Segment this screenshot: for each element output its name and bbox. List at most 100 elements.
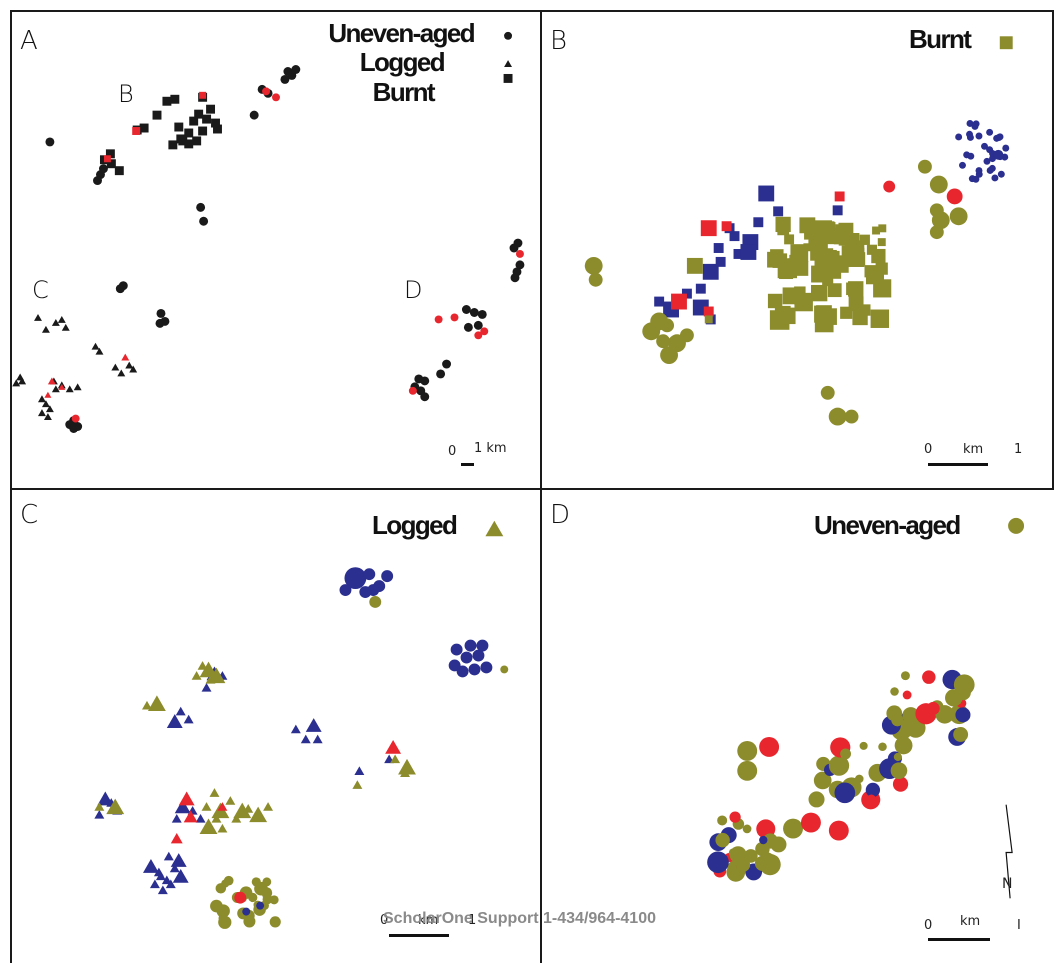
- site-circle-marker: [859, 741, 868, 750]
- scale-bar-d: [928, 938, 990, 941]
- site-circle-marker: [715, 832, 730, 848]
- site-square-marker: [721, 221, 732, 232]
- site-triangle-marker: [38, 409, 46, 417]
- site-square-marker: [872, 226, 881, 235]
- site-square-marker: [805, 226, 814, 235]
- site-triangle-marker: [390, 754, 401, 764]
- site-triangle-marker: [43, 413, 52, 421]
- site-circle-marker: [262, 87, 271, 96]
- site-circle-marker: [894, 736, 913, 755]
- site-circle-marker: [820, 385, 835, 400]
- site-circle-marker: [473, 320, 483, 330]
- site-triangle-marker: [172, 868, 189, 883]
- site-square-marker: [654, 296, 665, 307]
- legend-logged-label: Logged: [359, 47, 446, 77]
- site-circle-marker: [461, 305, 471, 314]
- site-circle-marker: [291, 65, 301, 74]
- site-circle-marker: [729, 811, 741, 823]
- site-square-marker: [753, 217, 764, 228]
- panel-a-overview-map: A Uneven-aged Logged Burnt B C D 0 1 km: [10, 10, 542, 490]
- site-circle-marker: [1002, 144, 1010, 152]
- site-circle-marker: [249, 110, 259, 120]
- site-triangle-marker: [73, 383, 82, 391]
- site-circle-marker: [902, 690, 912, 700]
- site-circle-marker: [707, 851, 729, 874]
- site-circle-marker: [642, 322, 661, 341]
- site-circle-marker: [991, 174, 999, 182]
- site-square-marker: [779, 264, 794, 280]
- site-circle-marker: [959, 161, 966, 169]
- legend-logged-title: Logged: [372, 510, 458, 540]
- site-triangle-marker: [175, 706, 186, 716]
- site-circle-marker: [783, 818, 803, 839]
- legend-uneven-aged-label: Uneven-aged: [328, 18, 475, 48]
- site-circle-marker: [448, 659, 461, 672]
- site-triangle-marker: [51, 318, 60, 326]
- site-circle-marker: [813, 771, 832, 790]
- north-label: N: [1002, 876, 1013, 892]
- site-triangle-marker: [233, 802, 252, 819]
- site-triangle-marker: [305, 718, 322, 732]
- legend-burnt-title: Burnt: [909, 24, 972, 54]
- site-triangle-marker: [201, 802, 212, 811]
- panel-c-letter: C: [20, 500, 39, 530]
- site-square-marker: [852, 309, 868, 326]
- site-triangle-marker: [45, 405, 54, 413]
- site-square-marker: [176, 134, 186, 144]
- site-circle-marker: [929, 225, 944, 240]
- region-label-d: D: [404, 276, 423, 304]
- site-circle-marker: [828, 755, 850, 776]
- site-square-marker: [851, 233, 860, 241]
- legend-uneven-aged-title: Uneven-aged: [814, 510, 961, 540]
- site-circle-marker: [408, 386, 417, 395]
- site-circle-marker: [500, 665, 509, 674]
- site-triangle-marker: [121, 353, 130, 361]
- site-circle-marker: [728, 848, 738, 858]
- site-circle-marker: [1008, 517, 1025, 534]
- site-circle-marker: [196, 202, 206, 212]
- site-circle-marker: [946, 188, 963, 205]
- site-square-marker: [192, 136, 202, 146]
- scale-one-c: 1: [468, 913, 477, 928]
- site-square-marker: [803, 243, 812, 252]
- site-circle-marker: [588, 272, 603, 287]
- site-circle-marker: [363, 568, 376, 581]
- site-triangle-marker: [44, 391, 52, 398]
- site-triangle-marker: [243, 804, 254, 813]
- site-triangle-marker: [211, 813, 222, 823]
- site-circle-marker: [945, 689, 963, 707]
- site-circle-marker: [955, 707, 971, 723]
- site-circle-marker: [472, 649, 485, 662]
- site-square-marker: [810, 284, 828, 302]
- site-square-marker: [827, 283, 842, 298]
- site-triangle-marker: [34, 313, 42, 321]
- site-square-marker: [782, 287, 800, 305]
- site-triangle-marker: [157, 885, 168, 895]
- site-square-marker: [213, 124, 222, 134]
- site-square-marker: [715, 256, 726, 267]
- site-triangle-marker: [183, 714, 194, 724]
- site-circle-marker: [256, 901, 265, 910]
- site-circle-marker: [280, 74, 290, 84]
- site-circle-marker: [828, 407, 847, 426]
- site-circle-marker: [737, 740, 758, 761]
- scale-bar-a: [461, 463, 474, 466]
- site-circle-marker: [742, 824, 752, 834]
- site-circle-marker: [269, 895, 279, 905]
- site-circle-marker: [509, 243, 519, 253]
- site-square-marker: [814, 305, 832, 323]
- site-circle-marker: [155, 318, 165, 328]
- site-square-marker: [779, 307, 796, 325]
- site-square-marker: [773, 206, 784, 217]
- site-triangle-marker: [143, 859, 159, 873]
- site-triangle-marker: [290, 724, 301, 734]
- site-square-marker: [818, 243, 827, 252]
- site-circle-marker: [971, 122, 979, 130]
- site-square-marker: [703, 306, 714, 317]
- site-circle-marker: [436, 369, 446, 379]
- site-triangle-marker: [111, 363, 120, 371]
- site-square-marker: [758, 185, 775, 202]
- site-triangle-marker: [142, 700, 152, 710]
- legend-burnt-label: Burnt: [372, 77, 436, 107]
- site-triangle-marker: [57, 315, 66, 323]
